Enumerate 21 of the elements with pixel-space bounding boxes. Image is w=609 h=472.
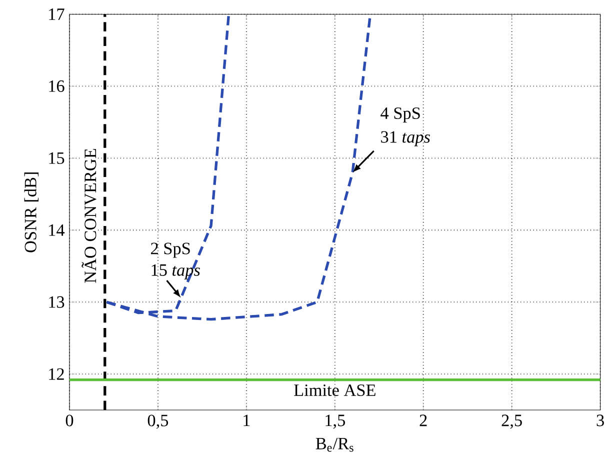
x-tick-label: 1	[244, 414, 250, 426]
y-tick-label: 14	[49, 224, 65, 236]
y-tick-label: 15	[49, 152, 64, 164]
ref-line-label: NÃO CONVERGE	[82, 149, 96, 284]
annotation: 15 taps	[152, 264, 200, 280]
x-tick-label: 0	[66, 414, 74, 427]
x-axis-title: B$_{e}$/R$_{s}$	[316, 438, 354, 452]
y-tick-label: 12	[49, 368, 64, 380]
y-tick-label: 16	[49, 80, 64, 92]
y-tick-label: 17	[49, 8, 64, 20]
x-tick-label: 2	[420, 414, 427, 426]
annotation: 4 SpS	[380, 108, 420, 123]
x-tick-label: 0,5	[148, 414, 168, 430]
y-axis-title: OSNR [dB]	[24, 172, 39, 253]
ref-line-label: Limite ASE	[294, 384, 376, 396]
annotation: 31 taps	[381, 131, 430, 146]
x-tick-label: 1,5	[326, 414, 345, 429]
x-tick-label: 3	[596, 414, 604, 426]
x-tick-label: 2,5	[502, 414, 522, 429]
y-tick-label: 13	[49, 296, 64, 308]
annotation: 2 SpS	[151, 242, 190, 258]
